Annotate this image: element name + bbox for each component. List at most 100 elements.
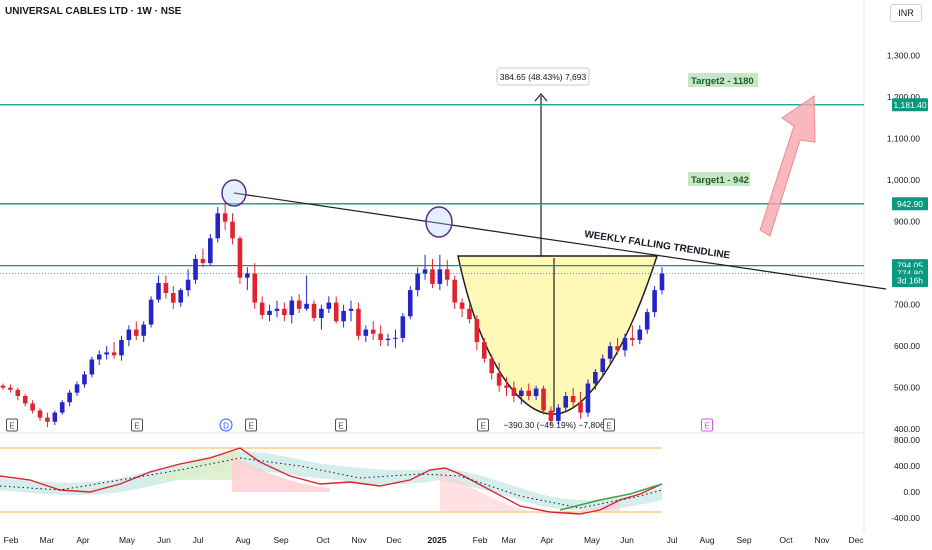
earnings-marker bbox=[477, 418, 489, 432]
indicator-axis: 800.00 400.00 0.00 -400.00 bbox=[891, 435, 920, 523]
event-marker-label: E bbox=[134, 422, 139, 431]
candle-body bbox=[363, 329, 369, 336]
candle-body bbox=[341, 310, 346, 322]
candle-body bbox=[104, 352, 109, 355]
candlestick-series bbox=[0, 202, 665, 428]
time-tick-label: Sep bbox=[273, 535, 288, 545]
earnings-marker bbox=[603, 418, 615, 432]
candle-body bbox=[208, 238, 213, 264]
candle-body bbox=[400, 316, 406, 338]
candle-body bbox=[267, 310, 272, 316]
candle-body bbox=[378, 333, 383, 340]
candle-body bbox=[452, 279, 457, 303]
target2-label: Target2 - 1180 bbox=[691, 76, 754, 87]
candle-body bbox=[459, 302, 465, 309]
time-tick-label: 2025 bbox=[428, 535, 447, 545]
candle-body bbox=[659, 273, 665, 291]
price-tag-bg bbox=[892, 98, 928, 112]
currency-button[interactable]: INR bbox=[890, 4, 922, 22]
time-tick-label: Oct bbox=[316, 535, 330, 545]
candle-body bbox=[652, 290, 657, 313]
measure-up-label: 384.65 (48.43%) 7,693 bbox=[500, 72, 587, 82]
event-marker-label: E bbox=[338, 422, 343, 431]
candle-body bbox=[193, 258, 198, 280]
measure-up-label-bg bbox=[496, 67, 590, 86]
measure-down-label: −390.30 (−49.19%) −7,806 bbox=[503, 420, 605, 430]
candle-body bbox=[578, 402, 583, 413]
candle-body bbox=[59, 402, 65, 413]
candle-body bbox=[333, 302, 339, 322]
candle-body bbox=[82, 374, 87, 385]
time-tick-label: Jun bbox=[620, 535, 634, 545]
dividend-marker bbox=[219, 418, 233, 432]
indicator-red-fill bbox=[232, 456, 330, 492]
price-tag-label: 1,181.40 bbox=[893, 100, 926, 110]
candle-body bbox=[245, 273, 250, 278]
candle-body bbox=[222, 213, 228, 222]
candle-body bbox=[511, 387, 517, 397]
price-tag-label: 794.05 bbox=[897, 261, 923, 271]
candle-body bbox=[0, 385, 6, 388]
candle-body bbox=[289, 300, 295, 316]
candle-body bbox=[444, 269, 450, 280]
candle-body bbox=[600, 358, 606, 372]
time-tick-label: Aug bbox=[699, 535, 714, 545]
time-axis: Feb Mar Apr May Jun Jul Aug Sep Oct Nov Dec 2025 Feb… bbox=[4, 535, 865, 545]
price-tick-label: 400.00 bbox=[894, 424, 920, 434]
candle-body bbox=[630, 337, 635, 340]
candle-body bbox=[148, 299, 154, 325]
time-tick-label: Feb bbox=[4, 535, 19, 545]
price-tag-label: 774.80 bbox=[897, 269, 923, 279]
time-tick-label: May bbox=[584, 535, 601, 545]
candle-body bbox=[304, 303, 309, 309]
candle-body bbox=[556, 407, 561, 421]
price-tick-label: 1,100.00 bbox=[887, 134, 920, 144]
indicator-tick-label: 800.00 bbox=[894, 435, 920, 445]
indicator-green-fill bbox=[150, 450, 240, 480]
candle-body bbox=[185, 279, 191, 291]
price-tag-bg bbox=[892, 274, 928, 288]
candle-body bbox=[15, 389, 21, 397]
candle-body bbox=[163, 283, 169, 294]
event-marker-label: E bbox=[480, 422, 485, 431]
event-marker-label: D bbox=[223, 422, 229, 431]
indicator-tick-label: 0.00 bbox=[903, 487, 920, 497]
candle-body bbox=[259, 302, 265, 316]
indicator-tick-label: -400.00 bbox=[891, 513, 920, 523]
candle-body bbox=[89, 359, 95, 375]
candle-body bbox=[52, 412, 58, 422]
candle-body bbox=[215, 213, 221, 239]
indicator-red-fill-2 bbox=[440, 470, 620, 514]
price-tick-label: 700.00 bbox=[894, 300, 920, 310]
time-tick-label: Jul bbox=[667, 535, 678, 545]
candle-body bbox=[393, 337, 398, 339]
candle-body bbox=[607, 346, 613, 359]
event-marker-label: E bbox=[248, 422, 253, 431]
candle-body bbox=[481, 342, 487, 359]
candle-body bbox=[237, 238, 243, 278]
candle-body bbox=[430, 269, 435, 284]
time-tick-label: May bbox=[119, 535, 136, 545]
candle-body bbox=[37, 410, 43, 418]
candle-body bbox=[504, 385, 509, 388]
candle-body bbox=[622, 337, 628, 351]
candle-body bbox=[178, 290, 184, 303]
measure-up-arrowhead bbox=[534, 93, 548, 102]
candle-body bbox=[296, 300, 302, 309]
candle-body bbox=[230, 221, 235, 239]
candle-body bbox=[119, 339, 124, 356]
weekly-falling-trendline bbox=[233, 192, 887, 290]
time-tick-label: Apr bbox=[76, 535, 89, 545]
candle-body bbox=[407, 290, 413, 317]
candle-body bbox=[96, 354, 102, 360]
time-tick-label: Aug bbox=[235, 535, 250, 545]
candle-body bbox=[496, 373, 502, 386]
candle-body bbox=[171, 293, 176, 303]
candle-body bbox=[30, 403, 35, 411]
candle-body bbox=[311, 303, 317, 318]
symbol-title: UNIVERSAL CABLES LTD · 1W · NSE bbox=[5, 6, 182, 17]
candle-body bbox=[133, 329, 139, 336]
candle-body bbox=[385, 338, 391, 340]
